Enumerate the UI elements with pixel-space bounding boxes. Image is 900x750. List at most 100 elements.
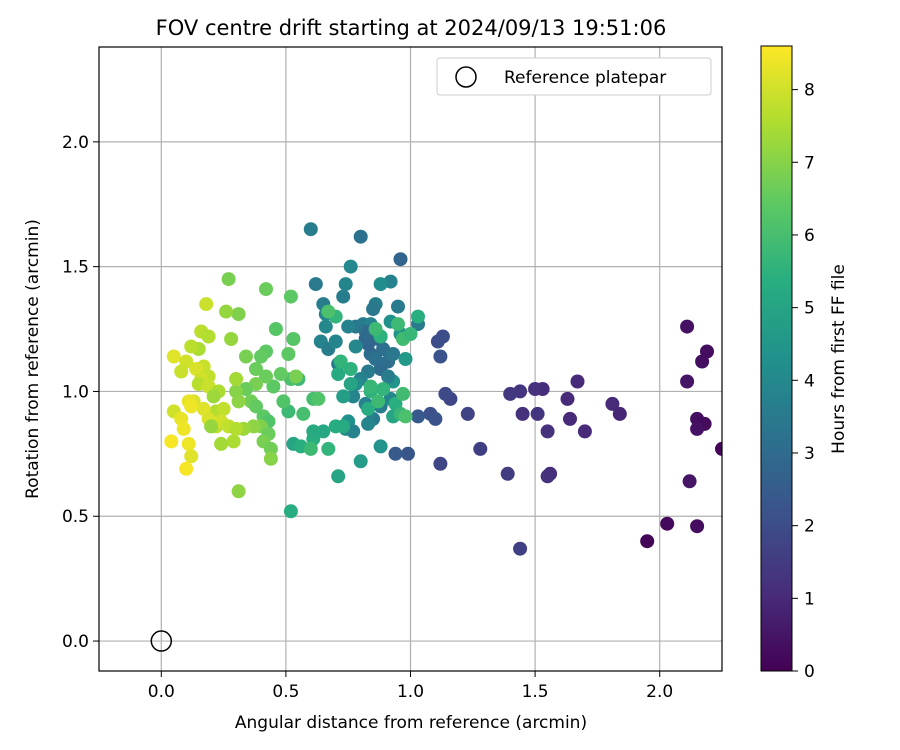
colorbar-tick-label: 1 (804, 589, 815, 609)
data-point (343, 377, 358, 391)
colorbar-tick-label: 8 (804, 81, 815, 101)
data-point (174, 364, 189, 379)
data-point (361, 401, 376, 416)
data-points (164, 222, 722, 556)
colorbar-tick-label: 4 (804, 371, 815, 391)
data-point (254, 349, 268, 364)
colorbar (760, 45, 793, 672)
data-point (328, 334, 343, 349)
y-axis-label: Rotation from reference (arcmin) (23, 219, 43, 499)
data-point (219, 304, 234, 319)
data-point (500, 466, 515, 481)
data-point (268, 322, 283, 336)
data-point (348, 339, 363, 354)
data-point (224, 332, 239, 346)
data-point (540, 469, 555, 484)
data-point (540, 424, 555, 439)
data-point (321, 441, 336, 456)
data-point (391, 299, 405, 314)
data-point (388, 446, 403, 461)
data-point (433, 349, 448, 364)
data-point (530, 406, 545, 421)
x-tick-label: 1.0 (397, 682, 424, 702)
data-point (333, 354, 348, 369)
data-point (430, 334, 445, 349)
y-tick-label: 1.0 (62, 382, 89, 402)
data-point (381, 369, 396, 384)
data-point (308, 277, 323, 292)
data-point (371, 394, 386, 409)
data-point (682, 474, 697, 489)
data-point (263, 451, 278, 466)
data-point (229, 384, 244, 399)
data-point (393, 252, 408, 267)
colorbar-tick-label: 3 (804, 444, 815, 464)
data-point (259, 282, 273, 297)
data-point (311, 391, 326, 406)
legend: Reference platepar (436, 57, 712, 96)
data-point (343, 259, 358, 274)
data-point (563, 411, 577, 426)
data-point (306, 424, 321, 439)
data-point (204, 419, 219, 434)
data-point (184, 339, 199, 354)
data-point (206, 389, 221, 404)
data-point (249, 362, 263, 376)
data-point (343, 362, 358, 376)
data-point (199, 297, 214, 312)
data-point (612, 406, 627, 421)
data-point (303, 222, 318, 237)
data-point (179, 461, 194, 476)
data-point (164, 434, 179, 449)
data-point (239, 349, 253, 364)
data-point (296, 406, 311, 421)
data-point (336, 419, 351, 434)
legend-box (436, 57, 712, 96)
data-point (229, 421, 244, 436)
x-tick-label: 1.5 (522, 682, 549, 702)
colorbar-ticks: 0 1 2 3 4 5 6 7 8 (792, 81, 815, 682)
data-point (341, 319, 356, 334)
data-point (286, 332, 301, 346)
data-point (283, 289, 298, 304)
grid-lines (99, 47, 722, 671)
colorbar-tick-label: 7 (804, 153, 815, 173)
data-point (336, 289, 351, 304)
data-point (214, 436, 229, 451)
data-point (226, 434, 241, 449)
data-point (276, 394, 291, 409)
data-point (281, 347, 296, 361)
data-point (411, 409, 425, 424)
data-point (361, 416, 376, 431)
data-point (353, 229, 368, 244)
data-point (184, 399, 199, 414)
x-axis-label: Angular distance from reference (arcmin) (235, 713, 587, 733)
y-tick-label: 0.5 (62, 507, 89, 527)
data-point (640, 534, 655, 549)
data-point (460, 406, 475, 421)
legend-label: Reference platepar (504, 68, 666, 88)
colorbar-label: Hours from first FF file (829, 264, 849, 454)
data-point (396, 386, 410, 401)
data-point (321, 304, 336, 319)
y-tick-label: 2.0 (62, 133, 89, 153)
data-point (263, 441, 278, 456)
reference-point (150, 630, 173, 652)
x-tick-label: 0.5 (272, 682, 299, 702)
data-point (411, 309, 425, 324)
data-point (373, 439, 388, 454)
data-point (283, 504, 298, 519)
data-point (398, 409, 413, 424)
data-point (401, 446, 415, 461)
data-point (303, 441, 318, 456)
data-point (438, 386, 453, 401)
data-point (428, 411, 443, 426)
data-point (231, 307, 246, 322)
data-point (403, 327, 418, 341)
data-point (316, 424, 331, 439)
data-point (528, 382, 543, 396)
data-point (503, 386, 518, 401)
y-axis-ticks: 0.0 0.5 1.0 1.5 2.0 (62, 133, 99, 652)
data-point (273, 367, 288, 381)
